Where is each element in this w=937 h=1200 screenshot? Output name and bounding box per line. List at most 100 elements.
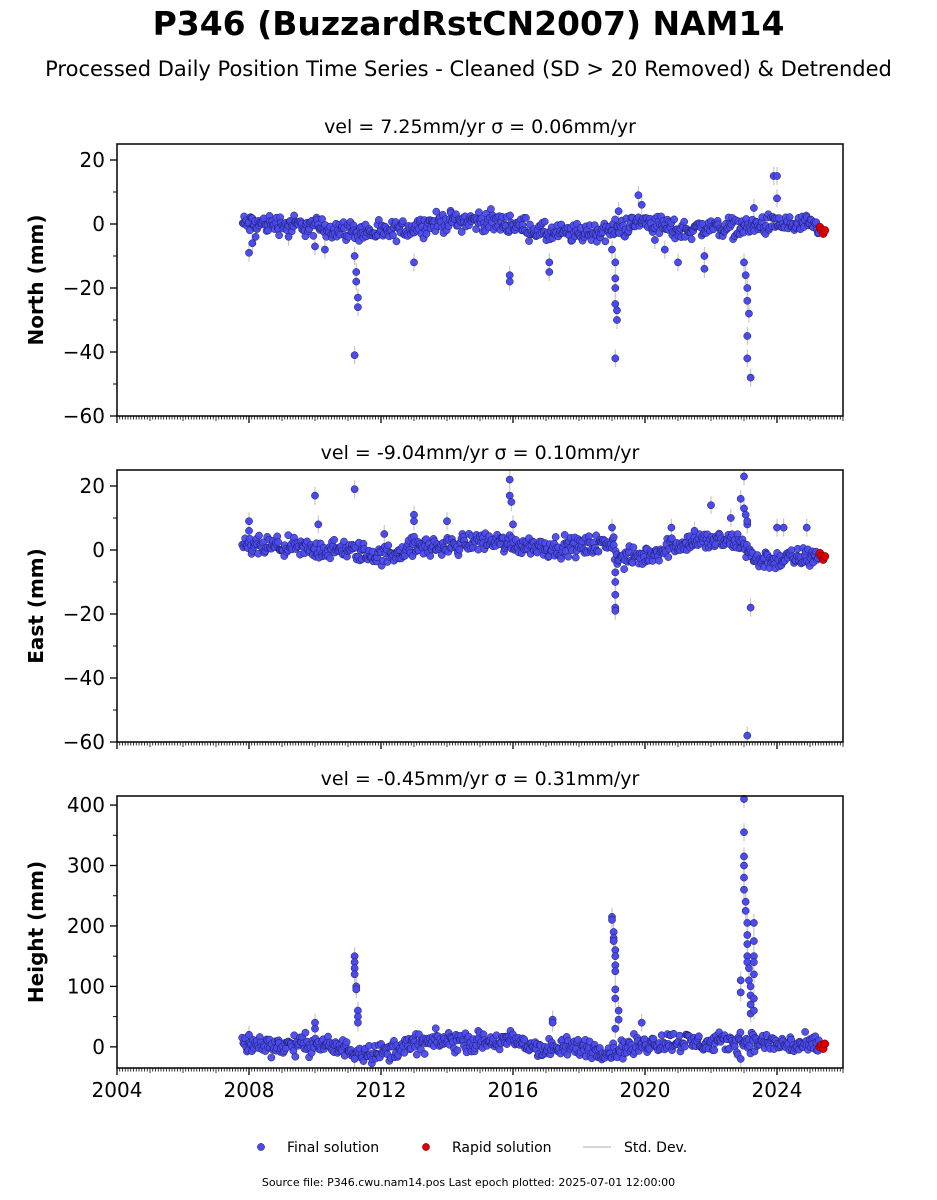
final-outlier-point [611, 952, 620, 961]
final-outlier-point [743, 354, 752, 363]
x-tick-label: 2020 [620, 1078, 671, 1102]
final-outlier-point [545, 268, 554, 276]
final-point [594, 547, 603, 556]
final-solution-cloud [238, 529, 823, 573]
final-point [736, 1028, 745, 1037]
final-outlier-point [750, 937, 758, 945]
final-point [611, 215, 619, 224]
final-point [330, 535, 338, 544]
legend-label: Rapid solution [452, 1140, 552, 1156]
final-outlier-point [746, 982, 755, 991]
final-outlier-point [611, 578, 620, 586]
final-outlier-point [740, 885, 748, 894]
final-point [620, 565, 628, 573]
final-outlier-point [505, 475, 514, 484]
final-point [540, 217, 549, 226]
figure-subtitle: Processed Daily Position Time Series - C… [45, 57, 892, 81]
final-point [457, 228, 466, 236]
final-point [687, 235, 696, 244]
final-outlier-point [614, 1006, 623, 1015]
final-outlier-point [548, 1018, 557, 1027]
final-outlier-point [505, 271, 514, 280]
final-point [670, 215, 678, 224]
final-outlier-point [245, 1030, 253, 1039]
final-point [785, 213, 794, 221]
y-tick-label: −60 [63, 730, 105, 754]
y-tick-label: 400 [67, 793, 105, 817]
final-outlier-point [505, 491, 514, 500]
final-outlier-point [609, 937, 618, 945]
final-solution-cloud [238, 1024, 823, 1068]
final-point [506, 211, 514, 220]
final-outlier-point [750, 958, 758, 967]
final-outlier-point [736, 1055, 745, 1063]
final-point [664, 553, 673, 561]
final-outlier-point [773, 523, 781, 532]
final-outlier-point [743, 919, 752, 927]
final-outlier-point [545, 258, 554, 267]
final-outlier-point [509, 520, 517, 529]
final-outlier-point [248, 239, 257, 248]
final-point [420, 1050, 429, 1058]
final-outlier-point [750, 919, 758, 927]
y-tick-label: −40 [63, 340, 105, 364]
final-outlier-point [741, 271, 750, 280]
final-outlier-point [726, 514, 735, 522]
final-point [431, 1024, 440, 1033]
final-outlier-point [611, 985, 620, 994]
final-outlier-point [245, 248, 253, 257]
panel-title: vel = 7.25mm/yr σ = 0.06mm/yr [324, 116, 636, 138]
final-outlier-point [740, 828, 748, 837]
final-point [525, 237, 533, 245]
final-outlier-point [354, 1018, 362, 1027]
final-outlier-point [743, 940, 752, 948]
final-outlier-point [613, 316, 621, 324]
final-point [680, 217, 689, 226]
final-point [487, 205, 495, 213]
rapid-point [820, 226, 830, 235]
final-outlier-point [667, 523, 676, 532]
final-outlier-point [611, 967, 620, 976]
final-outlier-point [651, 236, 659, 244]
axes-frame [116, 795, 844, 1069]
final-outlier-point [611, 354, 620, 363]
final-outlier-point [741, 897, 750, 906]
final-outlier-point [743, 731, 752, 740]
final-point [274, 538, 282, 546]
final-outlier-point [745, 309, 753, 318]
final-point [309, 232, 318, 240]
final-outlier-point [746, 373, 755, 382]
y-tick-label: −20 [63, 276, 105, 300]
final-outlier-point [743, 284, 752, 292]
final-outlier-point [690, 526, 699, 535]
panel-title: vel = -0.45mm/yr σ = 0.31mm/yr [321, 768, 640, 790]
final-point [801, 1028, 809, 1036]
final-outlier-point [614, 207, 623, 216]
final-point [275, 231, 283, 240]
rapid-point [820, 552, 830, 561]
final-point [412, 1050, 421, 1059]
y-axis-label: Height (mm) [24, 861, 48, 1003]
final-outlier-point [674, 258, 682, 267]
final-outlier-point [507, 498, 516, 506]
axes-frame [116, 143, 844, 417]
y-tick-label: −40 [63, 666, 105, 690]
legend-item: Std. Dev. [583, 1140, 687, 1156]
final-outlier-point [750, 994, 758, 1003]
final-outlier-point [350, 485, 359, 494]
final-outlier-point [750, 970, 758, 979]
final-outlier-point [700, 252, 709, 260]
final-point [655, 556, 663, 565]
final-point [564, 552, 573, 561]
y-tick-label: −20 [63, 602, 105, 626]
final-point [601, 237, 610, 246]
final-point [426, 552, 435, 560]
final-outlier-point [740, 504, 748, 513]
final-outlier-point [736, 988, 745, 997]
final-outlier-point [637, 200, 646, 209]
y-tick-label: 0 [92, 212, 105, 236]
y-axis-label: East (mm) [24, 548, 48, 664]
final-outlier-point [311, 242, 319, 251]
final-outlier-point [707, 501, 715, 510]
